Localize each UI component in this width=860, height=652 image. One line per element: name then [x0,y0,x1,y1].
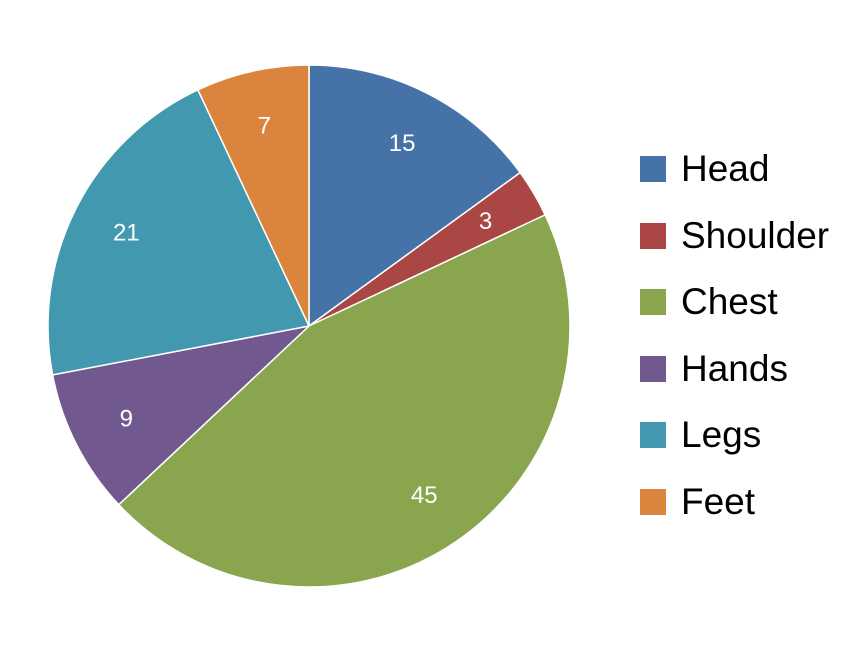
data-label-chest: 45 [411,482,438,509]
legend: Head Shoulder Chest Hands Legs Feet [640,136,855,535]
data-label-hands: 9 [120,406,133,433]
pie-slices [47,64,571,588]
pie-slice-hands [51,325,310,506]
data-label-legs: 21 [113,219,140,246]
legend-label-shoulder: Shoulder [681,214,830,256]
legend-label-head: Head [681,148,770,190]
data-label-shoulder: 3 [479,208,492,235]
pie-slice-chest [117,214,571,588]
legend-label-chest: Chest [681,281,778,323]
legend-item-head: Head [640,136,855,203]
data-label-feet: 7 [258,112,271,139]
legend-item-legs: Legs [640,402,855,469]
legend-item-chest: Chest [640,269,855,336]
legend-item-hands: Hands [640,336,855,403]
legend-swatch-chest [640,289,666,316]
legend-swatch-shoulder [640,222,666,249]
pie-slice-feet [197,64,310,327]
pie-data-labels: 15 3 45 9 21 7 [113,112,492,509]
legend-swatch-legs [640,422,666,449]
legend-item-shoulder: Shoulder [640,203,855,270]
legend-label-hands: Hands [681,347,788,389]
data-label-head: 15 [389,130,416,157]
legend-label-feet: Feet [681,480,756,522]
legend-label-legs: Legs [681,414,762,456]
legend-swatch-head [640,156,666,183]
legend-item-feet: Feet [640,469,855,536]
pie-slice-head [308,64,521,327]
pie-slice-legs [47,89,310,376]
legend-swatch-feet [640,488,666,515]
legend-swatch-hands [640,355,666,382]
